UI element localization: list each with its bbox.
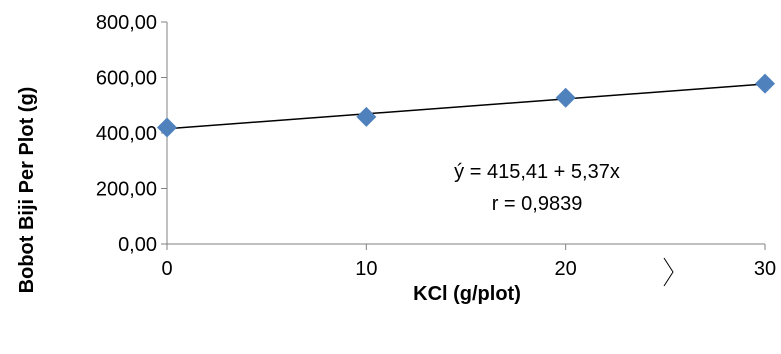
data-point xyxy=(157,117,177,138)
x-axis-title: KCl (g/plot) xyxy=(413,283,521,305)
y-tick-label: 800,00 xyxy=(96,12,157,34)
y-axis: 0,00 200,00 400,00 600,00 800,00 xyxy=(96,12,168,256)
x-tick-label: 20 xyxy=(555,258,577,280)
y-axis-title: Bobot Biji Per Plot (g) xyxy=(16,87,38,294)
y-tick-label: 0,00 xyxy=(118,234,157,256)
y-tick-label: 600,00 xyxy=(96,68,157,90)
cursor-icon xyxy=(663,257,674,287)
x-tick-label: 10 xyxy=(355,258,377,280)
x-axis: 0 10 20 30 xyxy=(161,243,776,280)
data-point xyxy=(555,87,576,108)
r-value-label: r = 0,9839 xyxy=(492,193,583,215)
x-tick-label: 30 xyxy=(754,258,776,280)
data-point xyxy=(755,73,775,94)
x-tick-label: 0 xyxy=(161,258,172,280)
y-tick-label: 400,00 xyxy=(96,123,157,145)
trendline xyxy=(166,83,766,130)
y-tick-label: 200,00 xyxy=(96,179,157,201)
equation-label: ý = 415,41 + 5,37x xyxy=(454,161,620,183)
data-point xyxy=(356,106,377,127)
